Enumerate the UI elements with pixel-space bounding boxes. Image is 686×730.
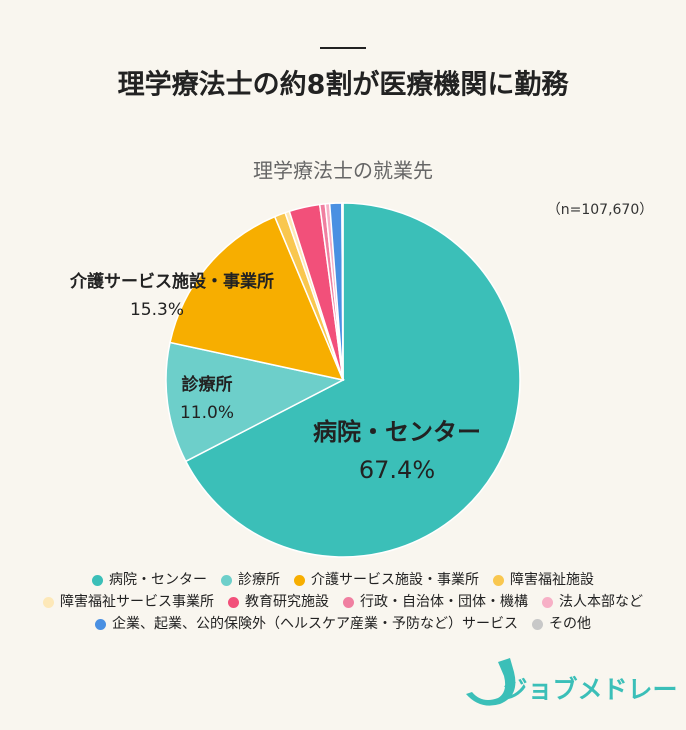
legend-item: 障害福祉サービス事業所 xyxy=(43,593,214,611)
legend: 病院・センター 診療所 介護サービス施設・事業所 障害福祉施設障害福祉サービス事業所 教… xyxy=(30,571,656,633)
chart-subtitle: 理学療法士の就業先 xyxy=(253,159,433,183)
slice-value: 15.3% xyxy=(130,300,184,320)
slice-name: 病院・センター xyxy=(313,418,481,446)
legend-swatch xyxy=(294,574,305,586)
brand-logo xyxy=(466,658,516,706)
legend-label: 障害福祉施設 xyxy=(510,572,594,588)
legend-item: 法人本部など xyxy=(542,593,643,611)
pie-slice xyxy=(169,215,345,382)
legend-label: 診療所 xyxy=(238,572,280,588)
legend-label: 行政・自治体・団体・機構 xyxy=(360,594,528,610)
legend-label: 法人本部など xyxy=(559,594,643,610)
legend-item: 教育研究施設 xyxy=(228,593,329,611)
legend-item: 企業、起業、公的保険外（ヘルスケア産業・予防など）サービス xyxy=(95,615,518,633)
legend-item: 介護サービス施設・事業所 xyxy=(294,571,479,589)
slice-value: 67.4% xyxy=(359,456,435,484)
legend-label: 教育研究施設 xyxy=(245,594,329,610)
legend-swatch xyxy=(221,574,232,586)
legend-label: 病院・センター xyxy=(109,572,207,588)
legend-item: 診療所 xyxy=(221,571,280,589)
pie xyxy=(165,202,521,558)
brand: ジョブメドレー xyxy=(502,675,677,704)
pie-slice xyxy=(165,341,346,463)
legend-label: 企業、起業、公的保険外（ヘルスケア産業・予防など）サービス xyxy=(112,616,518,632)
slice-value: 11.0% xyxy=(180,403,234,423)
legend-swatch xyxy=(532,618,543,630)
legend-label: 介護サービス施設・事業所 xyxy=(311,572,479,588)
pie-labels: 病院・センター 67.4% 診療所 11.0% 介護サービス施設・事業所 15.3% xyxy=(69,271,481,484)
annotation: （n=107,670） xyxy=(547,202,654,218)
pie-slice xyxy=(341,202,344,381)
slice-name: 介護サービス施設・事業所 xyxy=(69,271,274,292)
legend-label: その他 xyxy=(549,616,591,632)
chart-title: 理学療法士の約8割が医療機関に勤務 xyxy=(118,69,570,101)
legend-swatch xyxy=(493,574,504,586)
legend-item: 行政・自治体・団体・機構 xyxy=(343,593,528,611)
legend-swatch xyxy=(542,596,553,608)
legend-item: 病院・センター xyxy=(92,571,207,589)
pie-slice xyxy=(184,202,521,558)
legend-swatch xyxy=(43,596,54,608)
legend-item: その他 xyxy=(532,615,591,633)
legend-swatch xyxy=(92,574,103,586)
legend-item: 障害福祉施設 xyxy=(493,571,594,589)
legend-label: 障害福祉サービス事業所 xyxy=(60,594,214,610)
slice-name: 診療所 xyxy=(182,374,233,395)
legend-swatch xyxy=(343,596,354,608)
legend-swatch xyxy=(95,618,106,630)
legend-swatch xyxy=(228,596,239,608)
